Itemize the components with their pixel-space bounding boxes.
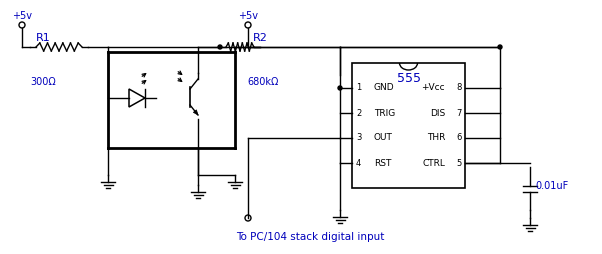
Text: OUT: OUT	[374, 134, 393, 142]
Text: 5: 5	[457, 158, 462, 167]
Circle shape	[338, 86, 342, 90]
Text: +Vcc: +Vcc	[421, 84, 445, 92]
Text: +5v: +5v	[238, 11, 258, 21]
Text: RST: RST	[374, 158, 391, 167]
Text: TRIG: TRIG	[374, 108, 396, 118]
Text: 8: 8	[457, 84, 462, 92]
Text: GND: GND	[374, 84, 395, 92]
Text: 0.01uF: 0.01uF	[535, 181, 569, 191]
Text: R2: R2	[253, 33, 267, 43]
Text: 6: 6	[457, 134, 462, 142]
Text: 1: 1	[356, 84, 361, 92]
Polygon shape	[193, 110, 198, 115]
Text: 3: 3	[356, 134, 361, 142]
Text: 2: 2	[356, 108, 361, 118]
Text: To PC/104 stack digital input: To PC/104 stack digital input	[236, 232, 384, 242]
Text: 4: 4	[356, 158, 361, 167]
Circle shape	[498, 45, 502, 49]
Text: THR: THR	[427, 134, 445, 142]
Text: 680kΩ: 680kΩ	[247, 77, 279, 87]
Text: +5v: +5v	[12, 11, 32, 21]
Text: 300Ω: 300Ω	[30, 77, 56, 87]
Text: CTRL: CTRL	[422, 158, 445, 167]
Bar	[352, 63, 465, 188]
Text: 555: 555	[397, 72, 421, 86]
Text: R1: R1	[36, 33, 51, 43]
Text: DIS: DIS	[430, 108, 445, 118]
Circle shape	[218, 45, 222, 49]
Text: 7: 7	[457, 108, 462, 118]
